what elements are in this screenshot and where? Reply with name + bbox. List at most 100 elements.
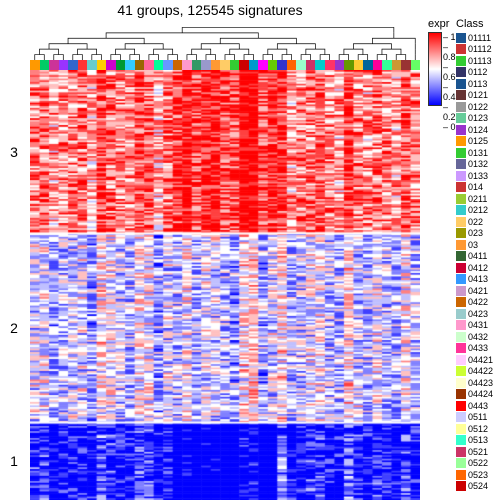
class-legend-item: 0423 — [456, 308, 502, 320]
row-block-label: 3 — [0, 144, 28, 160]
page-title: 41 groups, 125545 signatures — [0, 2, 420, 18]
class-swatch — [456, 44, 466, 54]
class-label: 03 — [468, 240, 478, 250]
class-swatch — [456, 309, 466, 319]
class-label: 01111 — [468, 33, 491, 43]
class-legend-item: 0431 — [456, 320, 502, 332]
col-annotation-cell — [173, 60, 183, 70]
class-legend-item: 0211 — [456, 193, 502, 205]
class-legend-item: 0212 — [456, 205, 502, 217]
class-legend-item: 0412 — [456, 262, 502, 274]
class-swatch — [456, 102, 466, 112]
class-swatch — [456, 240, 466, 250]
class-legend-item: 01112 — [456, 44, 502, 56]
expr-tick: – 0.8 — [443, 42, 456, 62]
class-legend-item: 0131 — [456, 147, 502, 159]
class-legend-item: 023 — [456, 228, 502, 240]
column-annotation-bar — [30, 60, 420, 70]
class-swatch — [456, 159, 466, 169]
class-legend-item: 01113 — [456, 55, 502, 67]
class-label: 0443 — [468, 401, 488, 411]
class-label: 0511 — [468, 412, 487, 422]
class-legend-item: 04424 — [456, 389, 502, 401]
class-label: 023 — [468, 228, 483, 238]
class-legend-item: 0413 — [456, 274, 502, 286]
col-annotation-cell — [230, 60, 240, 70]
col-annotation-cell — [382, 60, 392, 70]
class-swatch — [456, 424, 466, 434]
col-annotation-cell — [40, 60, 50, 70]
col-annotation-cell — [411, 60, 421, 70]
class-swatch — [456, 56, 466, 66]
col-annotation-cell — [30, 60, 40, 70]
class-legend-item: 0433 — [456, 343, 502, 355]
heatmap — [30, 70, 420, 500]
class-swatch — [456, 435, 466, 445]
col-annotation-cell — [154, 60, 164, 70]
class-legend-item: 022 — [456, 216, 502, 228]
class-swatch — [456, 332, 466, 342]
col-annotation-cell — [249, 60, 259, 70]
class-swatch — [456, 67, 466, 77]
class-legend-item: 0422 — [456, 297, 502, 309]
class-legend-item: 0123 — [456, 113, 502, 125]
class-swatch — [456, 205, 466, 215]
class-swatch — [456, 401, 466, 411]
expr-legend: expr – 1– 0.8– 0.6– 0.4– 0.2– 0 — [428, 18, 454, 106]
col-annotation-cell — [306, 60, 316, 70]
class-swatch — [456, 194, 466, 204]
class-legend-item: 0132 — [456, 159, 502, 171]
class-legend-item: 0524 — [456, 481, 502, 493]
class-swatch — [456, 366, 466, 376]
class-legend-item: 04422 — [456, 366, 502, 378]
class-label: 0524 — [468, 481, 488, 491]
class-legend-item: 0113 — [456, 78, 502, 90]
class-legend-item: 0112 — [456, 67, 502, 79]
col-annotation-cell — [325, 60, 335, 70]
col-annotation-cell — [59, 60, 69, 70]
class-legend-item: 0124 — [456, 124, 502, 136]
class-swatch — [456, 113, 466, 123]
class-swatch — [456, 447, 466, 457]
class-swatch — [456, 136, 466, 146]
class-legend-item: 0125 — [456, 136, 502, 148]
class-label: 0431 — [468, 320, 488, 330]
class-swatch — [456, 389, 466, 399]
class-swatch — [456, 297, 466, 307]
col-annotation-cell — [363, 60, 373, 70]
class-label: 0523 — [468, 470, 488, 480]
class-swatch — [456, 458, 466, 468]
class-label: 0122 — [468, 102, 488, 112]
class-swatch — [456, 320, 466, 330]
class-label: 0125 — [468, 136, 488, 146]
col-annotation-cell — [201, 60, 211, 70]
col-annotation-cell — [116, 60, 126, 70]
row-block-label: 2 — [0, 320, 28, 336]
class-label: 0512 — [468, 424, 488, 434]
col-annotation-cell — [401, 60, 411, 70]
dendrogram — [30, 22, 420, 60]
class-label: 0423 — [468, 309, 488, 319]
class-swatch — [456, 343, 466, 353]
expr-ticks: – 1– 0.8– 0.6– 0.4– 0.2– 0 — [443, 32, 456, 104]
class-label: 0123 — [468, 113, 488, 123]
class-legend-item: 0133 — [456, 170, 502, 182]
col-annotation-cell — [354, 60, 364, 70]
class-swatch — [456, 171, 466, 181]
class-legend-item: 04421 — [456, 354, 502, 366]
col-annotation-cell — [97, 60, 107, 70]
class-label: 0412 — [468, 263, 488, 273]
class-swatch — [456, 79, 466, 89]
class-swatch — [456, 251, 466, 261]
class-legend-item: 0523 — [456, 469, 502, 481]
class-label: 0212 — [468, 205, 488, 215]
class-label: 0422 — [468, 297, 488, 307]
class-label: 0124 — [468, 125, 488, 135]
class-legend-item: 04423 — [456, 377, 502, 389]
col-annotation-cell — [344, 60, 354, 70]
col-annotation-cell — [277, 60, 287, 70]
expr-tick: – 0.4 — [443, 82, 456, 102]
class-swatch — [456, 412, 466, 422]
col-annotation-cell — [163, 60, 173, 70]
class-label: 0133 — [468, 171, 488, 181]
